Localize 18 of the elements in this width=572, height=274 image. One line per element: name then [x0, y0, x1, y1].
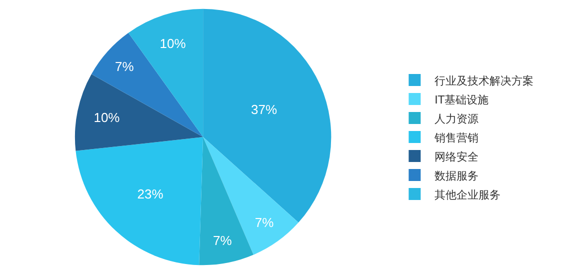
legend-label: 网络安全 [434, 150, 479, 164]
legend-label: 行业及技术解决方案 [434, 74, 534, 88]
data-label: 7% [114, 59, 134, 74]
data-label: 7% [254, 215, 274, 230]
pie-slice [199, 137, 254, 266]
data-label: 10% [160, 36, 186, 52]
legend-label: 数据服务 [434, 169, 479, 182]
legend-label: IT基础设施 [434, 93, 489, 106]
data-label: 23% [137, 186, 164, 202]
legend-label: 销售营销 [434, 131, 479, 144]
data-label: 37% [250, 102, 278, 118]
pie-slice [74, 74, 204, 151]
pie-slice [91, 32, 204, 137]
legend-label: 其他企业服务 [434, 188, 501, 202]
data-label: 7% [212, 233, 232, 248]
data-label: 10% [94, 110, 120, 125]
legend-label: 人力资源 [434, 112, 479, 126]
pie-slice [203, 137, 298, 255]
